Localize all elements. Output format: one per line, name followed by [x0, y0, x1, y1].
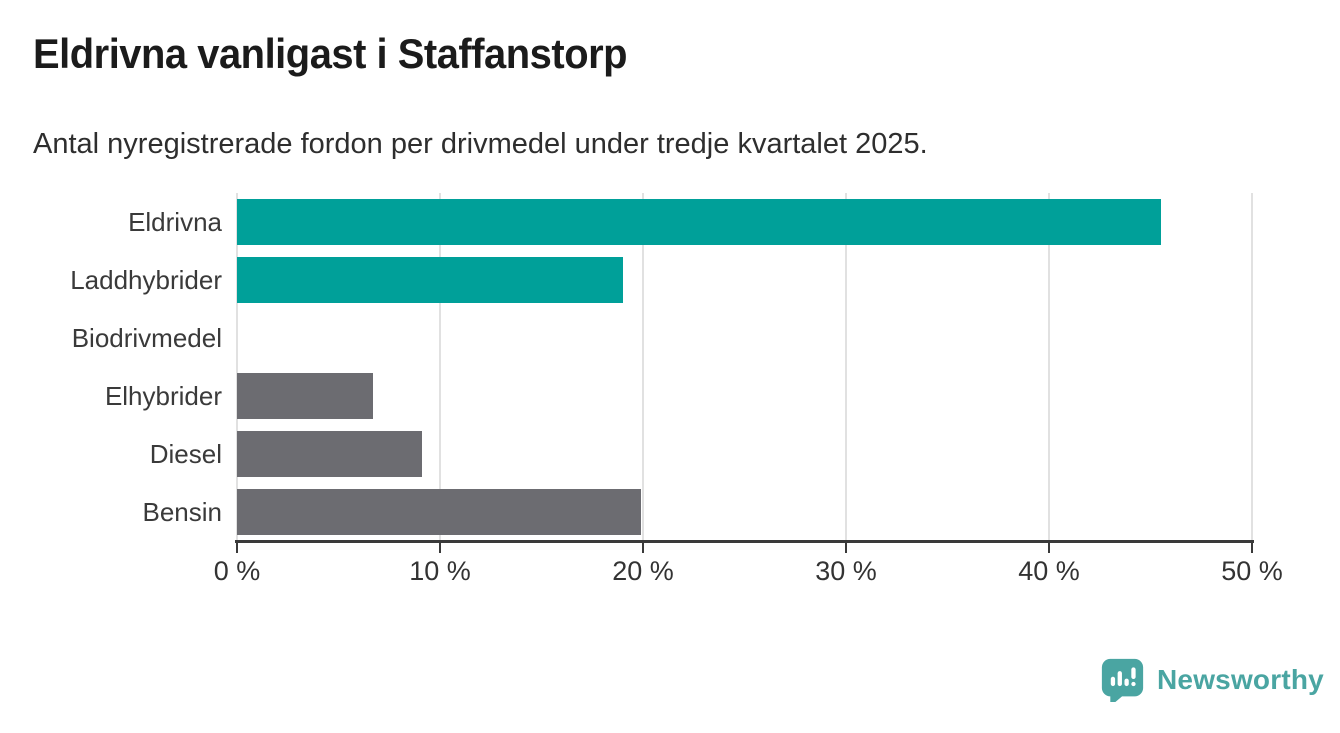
gridline-30 — [845, 193, 847, 541]
bar-track — [237, 199, 1252, 245]
x-tick-mark-40 — [1048, 543, 1050, 553]
bar-elhybrider — [237, 373, 373, 419]
x-tick-mark-0 — [236, 543, 238, 553]
bar-row-biodrivmedel: Biodrivmedel — [0, 309, 1252, 367]
category-label: Biodrivmedel — [71, 322, 222, 353]
bar-laddhybrider — [237, 257, 623, 303]
bar-bensin — [237, 489, 641, 535]
x-tick-label-40: 40 % — [1018, 556, 1080, 586]
newsworthy-logo: Newsworthy — [1100, 657, 1324, 702]
category-label: Eldrivna — [128, 206, 222, 237]
x-tick-mark-10 — [439, 543, 441, 553]
x-tick-mark-50 — [1251, 543, 1253, 553]
gridline-40 — [1048, 193, 1050, 541]
bar-diesel — [237, 431, 422, 477]
bar-track — [237, 373, 1252, 419]
x-tick-label-30: 30 % — [815, 556, 877, 586]
gridline-50 — [1251, 193, 1253, 541]
x-tick-label-0: 0 % — [213, 556, 261, 586]
newsworthy-logo-icon — [1101, 658, 1144, 702]
bar-row-laddhybrider: Laddhybrider — [0, 251, 1252, 309]
category-label: Elhybrider — [104, 380, 222, 411]
bar-eldrivna — [237, 199, 1161, 245]
x-axis-line — [235, 540, 1254, 543]
chart-subtitle: Antal nyregistrerade fordon per drivmede… — [33, 128, 928, 160]
gridline-0 — [236, 193, 238, 541]
x-tick-mark-30 — [845, 543, 847, 553]
chart-title: Eldrivna vanligast i Staffanstorp — [33, 30, 628, 77]
bar-row-elhybrider: Elhybrider — [0, 367, 1252, 425]
x-tick-label-50: 50 % — [1221, 556, 1283, 586]
bar-track — [237, 431, 1252, 477]
gridline-10 — [439, 193, 441, 541]
x-tick-label-10: 10 % — [409, 556, 471, 586]
bar-row-diesel: Diesel — [0, 425, 1252, 483]
bar-track — [237, 489, 1252, 535]
bar-track — [237, 315, 1252, 361]
bar-row-bensin: Bensin — [0, 483, 1252, 541]
category-label: Bensin — [142, 496, 223, 527]
bar-track — [237, 257, 1252, 303]
gridline-20 — [642, 193, 644, 541]
bar-row-eldrivna: Eldrivna — [0, 193, 1252, 251]
grid-layer — [236, 193, 1253, 541]
brand-name: Newsworthy — [1157, 663, 1324, 695]
x-tick-label-20: 20 % — [612, 556, 674, 586]
x-tick-mark-20 — [642, 543, 644, 553]
category-label: Diesel — [149, 438, 222, 469]
category-label: Laddhybrider — [70, 264, 222, 295]
chart-rows: Eldrivna Laddhybrider Biodrivmedel Elhybrid… — [0, 193, 1252, 541]
